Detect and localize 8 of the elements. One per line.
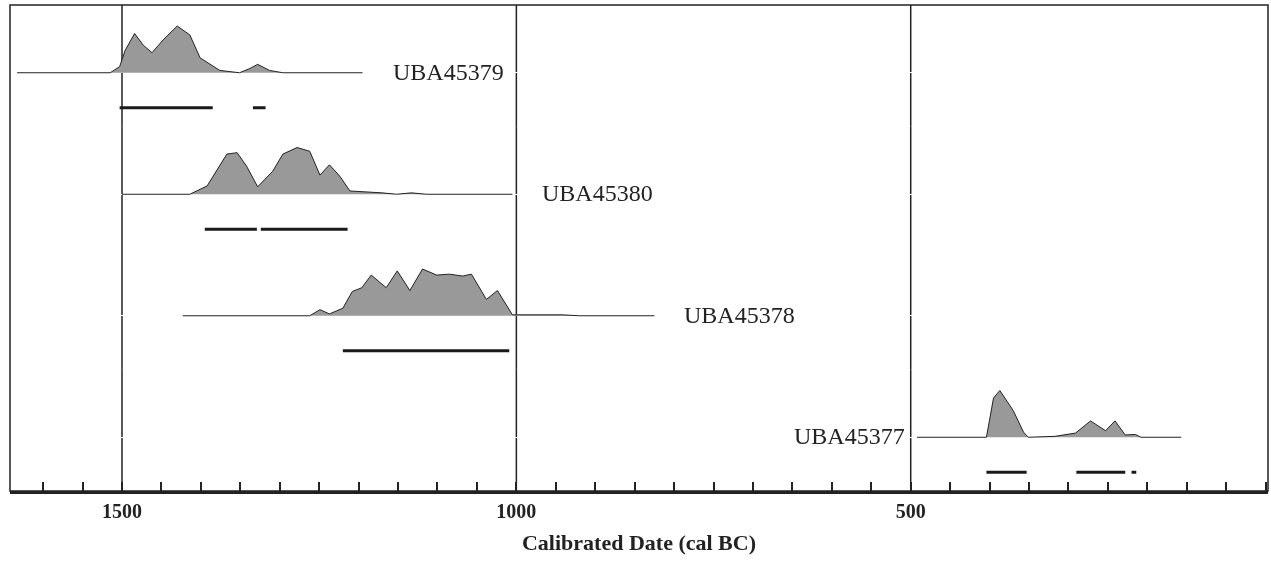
series-label: UBA45379 [393, 59, 504, 85]
series-label: UBA45378 [684, 302, 795, 328]
x-tick-label: 1000 [496, 500, 537, 522]
x-axis-title: Calibrated Date (cal BC) [521, 529, 757, 555]
series-label: UBA45380 [542, 180, 653, 206]
series-label: UBA45377 [794, 423, 905, 449]
x-tick-label: 1500 [102, 500, 142, 522]
x-tick-label: 500 [895, 500, 926, 522]
